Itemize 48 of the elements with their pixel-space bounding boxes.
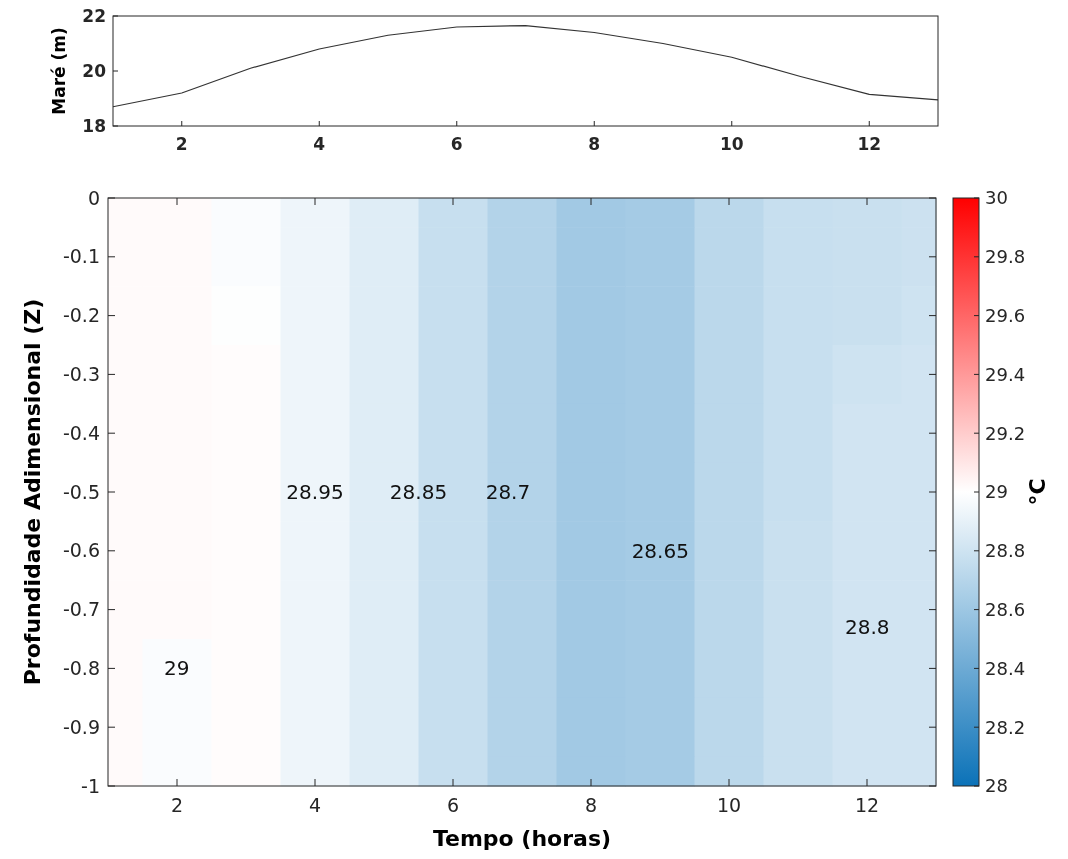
y-tick-label: -0.5 bbox=[62, 480, 100, 503]
y-tick-label: -0.3 bbox=[62, 363, 100, 386]
y-tick-label: 0 bbox=[87, 186, 100, 209]
x-axis-title: Tempo (horas) bbox=[432, 826, 612, 851]
y-tick-label: -0.8 bbox=[62, 657, 100, 680]
color-bar-label: 29.4 bbox=[985, 363, 1026, 385]
y-tick-label: 22 bbox=[82, 5, 106, 26]
y-tick-label: -0.2 bbox=[62, 304, 100, 327]
line-series bbox=[112, 25, 939, 108]
color-bar-label: 28.8 bbox=[985, 540, 1026, 562]
color-bar-label: 28 bbox=[985, 775, 1008, 797]
x-tick-label: 2 bbox=[175, 134, 188, 154]
y-tick-label: -0.4 bbox=[62, 421, 100, 444]
y-tick-label: -0.1 bbox=[62, 245, 100, 268]
x-tick-label: 6 bbox=[450, 134, 463, 154]
y-tick-label: 18 bbox=[82, 115, 106, 136]
x-tick-label: 8 bbox=[584, 794, 598, 816]
annotation: 28.7 bbox=[485, 480, 531, 504]
x-tick-label: 4 bbox=[313, 134, 326, 154]
y-tick-label: -1 bbox=[81, 774, 100, 797]
color-bar-label: 29 bbox=[985, 481, 1008, 503]
x-tick-label: 4 bbox=[308, 794, 322, 816]
annotation: 28.85 bbox=[389, 480, 448, 504]
annotation: 28.65 bbox=[631, 538, 689, 563]
color-bar-label: 28.6 bbox=[985, 598, 1026, 620]
y-tick-label: 20 bbox=[82, 60, 107, 81]
color-bar-label: 28.2 bbox=[985, 716, 1026, 738]
annotation: 29 bbox=[164, 656, 190, 681]
y-axis-title: Profundidade Adimensional (Z) bbox=[20, 298, 45, 686]
annotation: 28.95 bbox=[286, 480, 344, 504]
x-tick-label: 12 bbox=[854, 794, 880, 816]
y-tick-label: -0.9 bbox=[62, 715, 100, 738]
x-tick-label: 6 bbox=[446, 794, 460, 816]
color-bar-label: 29.6 bbox=[985, 304, 1026, 326]
y-tick-label: -0.6 bbox=[62, 539, 100, 562]
color-bar-label: 29.8 bbox=[985, 246, 1026, 268]
x-tick-label: 8 bbox=[588, 134, 601, 154]
y-tick-label: -0.7 bbox=[62, 598, 100, 621]
color-bar-title: °C bbox=[1025, 478, 1050, 506]
y-axis-title: Maré (m) bbox=[49, 27, 69, 115]
color-bar-label: 28.4 bbox=[985, 657, 1026, 679]
color-bar-label: 30 bbox=[985, 187, 1008, 209]
x-tick-label: 10 bbox=[719, 134, 744, 154]
color-bar-label: 29.2 bbox=[985, 422, 1026, 444]
x-tick-label: 2 bbox=[170, 794, 184, 816]
annotation: 28.8 bbox=[845, 615, 890, 640]
x-tick-label: 12 bbox=[857, 134, 882, 154]
x-tick-label: 10 bbox=[716, 794, 742, 816]
